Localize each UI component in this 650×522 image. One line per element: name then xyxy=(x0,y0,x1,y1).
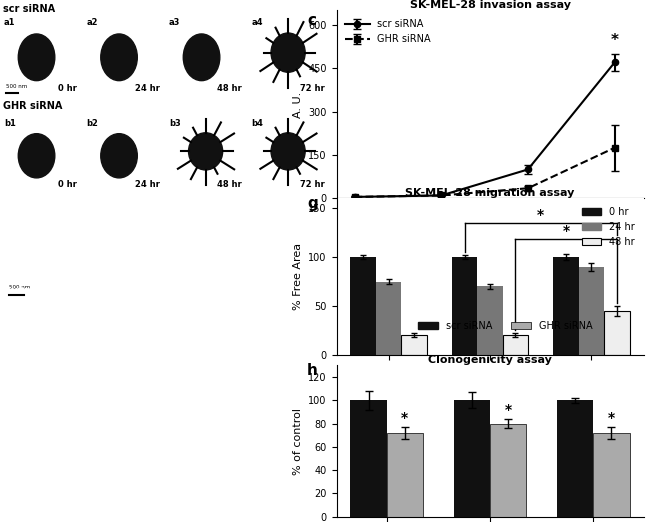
Bar xyxy=(604,311,630,355)
Text: f1: f1 xyxy=(5,425,15,434)
Text: 48 hr: 48 hr xyxy=(217,181,242,189)
Title: Clonogenicity assay: Clonogenicity assay xyxy=(428,354,552,365)
Text: scr siRNA: scr siRNA xyxy=(3,4,55,14)
X-axis label: hours in invasion matrix: hours in invasion matrix xyxy=(419,223,562,234)
Bar xyxy=(387,433,422,517)
Text: *: * xyxy=(562,224,569,239)
Bar xyxy=(553,257,578,355)
Text: *: * xyxy=(504,402,512,417)
Bar xyxy=(452,257,477,355)
Ellipse shape xyxy=(18,134,55,178)
Text: f2: f2 xyxy=(116,425,125,434)
Text: f3: f3 xyxy=(226,425,235,434)
Bar xyxy=(502,336,528,355)
Bar xyxy=(376,281,401,355)
Bar xyxy=(578,267,604,355)
Text: 48 hr: 48 hr xyxy=(298,317,323,326)
Text: b2: b2 xyxy=(86,118,98,128)
Y-axis label: A. U.: A. U. xyxy=(292,91,303,117)
Text: *: * xyxy=(610,33,619,48)
Bar xyxy=(593,433,630,517)
Bar xyxy=(557,400,593,517)
Text: g: g xyxy=(307,196,318,211)
Text: GHR siRNA: GHR siRNA xyxy=(3,101,62,111)
Text: e1: e1 xyxy=(5,317,17,326)
Text: b4: b4 xyxy=(252,118,263,128)
Legend: scr siRNA, GHR siRNA: scr siRNA, GHR siRNA xyxy=(341,15,435,48)
Text: 0 hr: 0 hr xyxy=(84,425,103,434)
Text: a3: a3 xyxy=(169,18,181,27)
Text: c: c xyxy=(307,13,317,28)
Text: 0 hr: 0 hr xyxy=(84,317,103,326)
Bar xyxy=(350,400,387,517)
Text: 24 hr: 24 hr xyxy=(188,425,213,434)
Text: d1: d1 xyxy=(5,210,18,219)
Legend: 0 hr, 24 hr, 48 hr: 0 hr, 24 hr, 48 hr xyxy=(578,203,639,251)
Text: 500 nm: 500 nm xyxy=(8,286,30,290)
Bar xyxy=(350,257,376,355)
Y-axis label: % of control: % of control xyxy=(292,408,303,474)
Text: 0 hr: 0 hr xyxy=(58,181,77,189)
Text: e3: e3 xyxy=(226,317,237,326)
Legend: scr siRNA, GHR siRNA: scr siRNA, GHR siRNA xyxy=(415,317,596,335)
Text: b1: b1 xyxy=(4,118,16,128)
Ellipse shape xyxy=(183,34,220,81)
Ellipse shape xyxy=(271,133,305,170)
Text: 0 hr: 0 hr xyxy=(58,84,77,93)
Text: 72 hr: 72 hr xyxy=(300,84,324,93)
Text: 24 hr: 24 hr xyxy=(135,181,160,189)
Text: 0 hr: 0 hr xyxy=(84,210,103,219)
Bar xyxy=(477,287,502,355)
Text: d2: d2 xyxy=(116,210,127,219)
Text: 24 hr: 24 hr xyxy=(188,317,213,326)
Text: 24 hr: 24 hr xyxy=(135,84,160,93)
Text: e2: e2 xyxy=(116,317,127,326)
Text: GHR siRNA: GHR siRNA xyxy=(5,500,52,509)
Text: h: h xyxy=(307,363,318,378)
Ellipse shape xyxy=(101,134,137,178)
Bar xyxy=(490,424,526,517)
Text: 48 hr: 48 hr xyxy=(298,210,323,219)
Text: scr siRNA: scr siRNA xyxy=(5,393,46,402)
Text: b3: b3 xyxy=(169,118,181,128)
Text: *: * xyxy=(401,411,408,425)
Text: *: * xyxy=(537,208,544,222)
Text: a4: a4 xyxy=(252,18,263,27)
Text: *: * xyxy=(608,411,615,425)
Text: 48 hr: 48 hr xyxy=(217,84,242,93)
Text: d3: d3 xyxy=(226,210,237,219)
Text: a2: a2 xyxy=(86,18,98,27)
Ellipse shape xyxy=(188,133,223,170)
Text: 72 hr: 72 hr xyxy=(300,181,324,189)
Text: a1: a1 xyxy=(4,18,16,27)
Title: SK-MEL-28 invasion assay: SK-MEL-28 invasion assay xyxy=(410,0,571,10)
Text: 48 hr: 48 hr xyxy=(298,425,323,434)
Text: control: control xyxy=(5,286,36,294)
Ellipse shape xyxy=(18,34,55,81)
Bar xyxy=(454,400,490,517)
Y-axis label: % Free Area: % Free Area xyxy=(292,243,303,310)
Text: 500 nm: 500 nm xyxy=(6,84,28,89)
Bar xyxy=(401,336,426,355)
Ellipse shape xyxy=(271,33,305,72)
Title: SK-MEL-28 migration assay: SK-MEL-28 migration assay xyxy=(406,187,575,198)
Text: 24 hr: 24 hr xyxy=(188,210,213,219)
Ellipse shape xyxy=(101,34,137,81)
